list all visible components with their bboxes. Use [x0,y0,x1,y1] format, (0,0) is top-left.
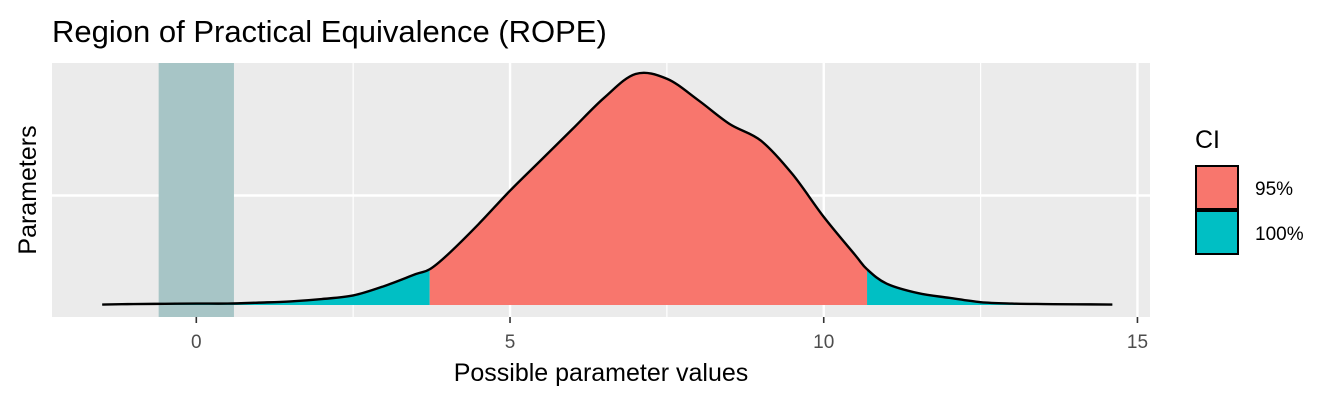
rope-layer [158,63,234,317]
chart-title: Region of Practical Equivalence (ROPE) [52,14,607,49]
rope-band [158,63,234,317]
legend: CI 95% 100% [1195,126,1304,255]
legend-swatch [1195,210,1239,255]
legend-label: 100% [1255,224,1304,245]
legend-title: CI [1195,126,1220,154]
ci-95-area [429,72,868,305]
x-axis-title: Possible parameter values [454,359,749,387]
x-tick-label: 15 [1127,332,1148,353]
density-outline [102,71,1113,306]
x-tick-label: 5 [505,332,516,353]
x-tick-label: 10 [813,332,834,353]
x-tick-label: 0 [191,332,202,353]
density-areas [102,71,1113,306]
ci-100-left-tail [102,269,430,305]
legend-label: 95% [1255,179,1293,200]
legend-swatch [1195,165,1239,210]
y-axis-title: Parameters [14,125,42,254]
x-axis: 0 5 10 15 [191,317,1148,353]
